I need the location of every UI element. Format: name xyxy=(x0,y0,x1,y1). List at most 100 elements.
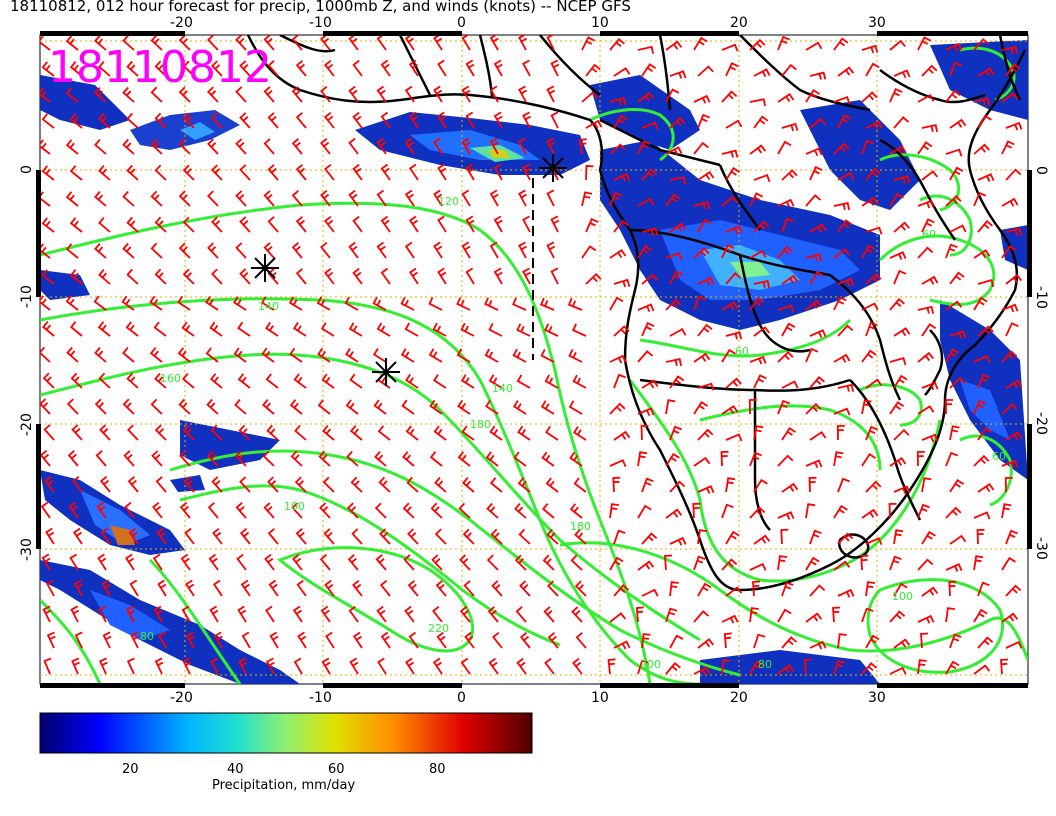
wind-barb xyxy=(861,349,877,363)
wind-barb xyxy=(865,120,883,130)
lon-tick-label: -20 xyxy=(170,690,193,706)
wind-barb xyxy=(514,554,527,571)
wind-barb xyxy=(613,584,630,597)
wind-barb xyxy=(181,321,195,337)
wind-barb xyxy=(865,378,883,389)
wind-barb xyxy=(157,579,167,597)
wind-barb xyxy=(211,112,223,129)
wind-barb xyxy=(348,137,359,155)
wind-barb xyxy=(98,217,111,233)
wind-barb xyxy=(613,430,631,441)
wind-barb xyxy=(352,215,363,233)
wind-barb xyxy=(407,580,419,597)
colorbar-gradient xyxy=(39,712,533,754)
wind-barb xyxy=(977,278,995,288)
colorbar-title: Precipitation, mm/day xyxy=(212,778,355,793)
wind-barb xyxy=(917,141,933,155)
wind-barb xyxy=(207,35,219,51)
wind-barb xyxy=(437,163,447,181)
wind-barb xyxy=(613,640,631,650)
wind-barb xyxy=(697,170,715,181)
wind-barb xyxy=(260,296,275,311)
wind-barb xyxy=(569,451,583,467)
wind-barb xyxy=(805,194,822,207)
wind-barb xyxy=(749,355,767,365)
wind-barb xyxy=(267,528,279,545)
wind-barb xyxy=(1005,273,1022,285)
wind-barb xyxy=(973,249,991,259)
wind-barb xyxy=(209,605,219,623)
wind-barb xyxy=(697,638,715,649)
wind-barb xyxy=(546,85,556,103)
wind-barb xyxy=(344,296,359,311)
wind-barb xyxy=(805,253,823,262)
wind-barb xyxy=(544,657,555,675)
wind-barb xyxy=(153,605,163,623)
wind-barb xyxy=(207,138,219,155)
wind-barb xyxy=(669,581,679,597)
wind-barb xyxy=(809,376,825,389)
wind-barb xyxy=(837,532,854,545)
wind-barb xyxy=(613,67,631,77)
wind-barb xyxy=(861,44,879,54)
wind-barb xyxy=(404,605,415,623)
wind-barb xyxy=(154,216,167,233)
wind-barb xyxy=(288,296,303,311)
wind-barb xyxy=(781,63,797,77)
wind-barb xyxy=(697,582,712,597)
wind-barb xyxy=(348,241,359,259)
wind-barb xyxy=(753,478,768,493)
wind-barb xyxy=(150,190,163,207)
wind-barb xyxy=(749,144,767,155)
wind-barb xyxy=(641,63,657,77)
wind-barb xyxy=(516,374,531,389)
wind-barb xyxy=(465,267,475,285)
wind-barb xyxy=(945,89,961,103)
wind-barb xyxy=(435,580,447,597)
wind-barb xyxy=(70,605,80,623)
wind-barb xyxy=(977,482,995,493)
wind-barb xyxy=(893,269,907,285)
wind-barb xyxy=(239,476,251,493)
wind-barb xyxy=(540,400,555,415)
wind-barb xyxy=(808,476,817,493)
wind-barb xyxy=(265,605,275,623)
wind-barb xyxy=(212,527,223,545)
wind-barb xyxy=(404,85,415,103)
wind-barb xyxy=(210,424,223,441)
wind-barb xyxy=(669,176,686,185)
wind-barb xyxy=(126,657,135,675)
wind-barb xyxy=(325,631,335,649)
wind-barb xyxy=(489,241,499,259)
wind-barb xyxy=(973,555,984,571)
wind-barb xyxy=(380,59,391,77)
wind-barb xyxy=(665,298,682,311)
wind-barb xyxy=(837,633,847,649)
wind-barb xyxy=(428,297,443,311)
wind-barb xyxy=(206,450,219,467)
wind-barb xyxy=(609,459,627,468)
contour-label: 80 xyxy=(758,658,772,671)
wind-barb xyxy=(693,295,706,311)
wind-barb xyxy=(585,218,599,233)
wind-barb xyxy=(69,165,83,181)
wind-barb xyxy=(550,215,560,233)
wind-barb xyxy=(1001,459,1019,469)
wind-barb xyxy=(721,558,738,571)
wind-barb xyxy=(805,503,816,519)
wind-barb xyxy=(522,111,532,129)
wind-barb xyxy=(485,400,499,415)
wind-barb xyxy=(122,398,135,415)
wind-barb xyxy=(297,631,307,649)
wind-barb xyxy=(402,451,415,467)
wind-barb xyxy=(349,373,363,389)
wind-barb xyxy=(865,537,883,546)
wind-barb xyxy=(805,612,823,623)
wind-barb xyxy=(522,267,532,285)
wind-barb xyxy=(380,215,391,233)
wind-barb xyxy=(836,425,845,441)
wind-barb xyxy=(833,353,851,363)
wind-barb xyxy=(518,189,528,207)
wind-barb xyxy=(693,200,711,210)
wind-barb xyxy=(637,407,655,417)
